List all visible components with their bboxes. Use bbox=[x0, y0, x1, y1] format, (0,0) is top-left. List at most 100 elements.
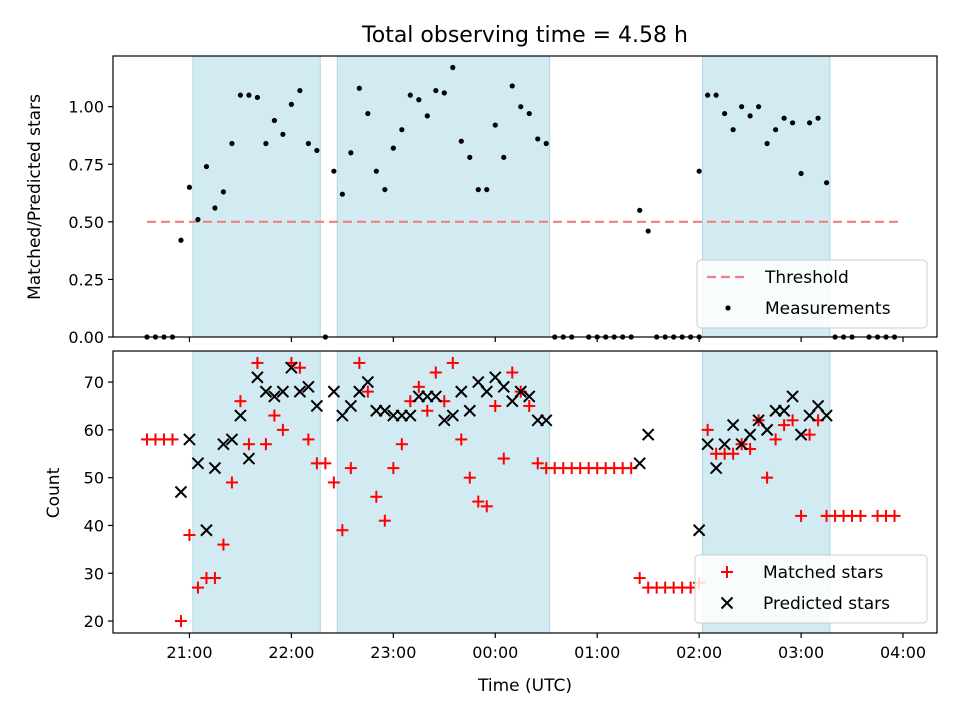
panel-ratio: 0.00 0.25 0.50 0.75 1.00 Matched/Predicted s… bbox=[25, 55, 938, 347]
predicted-star-point bbox=[361, 375, 375, 389]
predicted-star-point bbox=[777, 404, 791, 417]
y-tick-label: 60 bbox=[84, 421, 104, 440]
predicted-star-point bbox=[480, 385, 493, 398]
matched-star-point bbox=[429, 366, 442, 379]
x-b bbox=[540, 414, 553, 427]
x-b bbox=[200, 524, 213, 537]
matched-star-point bbox=[633, 572, 646, 585]
matched-star-point bbox=[412, 380, 425, 393]
x-b bbox=[191, 457, 205, 470]
measurement-point bbox=[399, 127, 405, 133]
x-b bbox=[174, 485, 188, 499]
predicted-star-point bbox=[514, 385, 527, 398]
shaded-interval bbox=[192, 350, 321, 634]
predicted-star-point bbox=[743, 428, 757, 441]
measurement-point bbox=[186, 184, 193, 190]
predicted-star-point bbox=[497, 380, 510, 394]
matched-star-point bbox=[395, 438, 408, 451]
panel-counts: 21:00 22:00 23:00 00:00 01:00 02:00 03:00 04:00… bbox=[44, 350, 938, 696]
measurement-point bbox=[730, 127, 736, 133]
matched-star-point bbox=[259, 438, 272, 451]
y-tick-label: 70 bbox=[84, 373, 104, 392]
measurement-point bbox=[475, 186, 481, 193]
predicted-star-point bbox=[455, 385, 468, 398]
measurement-point bbox=[772, 127, 779, 133]
matched-star-point bbox=[327, 476, 340, 489]
measurement-point bbox=[492, 122, 498, 128]
x-b bbox=[234, 409, 247, 422]
measurement-point bbox=[305, 140, 311, 147]
measurement-point bbox=[467, 154, 473, 160]
x-tick-label: 00:00 bbox=[472, 643, 518, 662]
measurement-point bbox=[288, 101, 294, 107]
measurement-point bbox=[348, 150, 354, 156]
x-tick-label: 02:00 bbox=[676, 643, 722, 662]
measurement-point bbox=[526, 110, 532, 117]
matched-star-point bbox=[421, 404, 434, 417]
measurement-point bbox=[237, 92, 244, 98]
measurement-point bbox=[220, 189, 227, 195]
measurement-point bbox=[373, 168, 379, 174]
matched-star-point bbox=[268, 409, 281, 422]
predicted-star-point bbox=[200, 524, 213, 537]
matched-star-point bbox=[727, 447, 740, 460]
x-b bbox=[472, 375, 485, 389]
predicted-star-point bbox=[285, 361, 298, 374]
measurement-point bbox=[705, 92, 711, 98]
predicted-star-point bbox=[709, 461, 723, 475]
x-b bbox=[293, 385, 307, 398]
predicted-star-point bbox=[208, 461, 222, 475]
predicted-star-point bbox=[726, 418, 740, 432]
measurement-point bbox=[212, 205, 218, 211]
matched-star-point bbox=[276, 423, 289, 436]
y-tick-label: 50 bbox=[84, 469, 104, 488]
x-b bbox=[820, 409, 833, 422]
x-b bbox=[438, 414, 451, 427]
matched-star-point bbox=[370, 490, 383, 503]
measurement-point bbox=[382, 186, 388, 193]
x-b bbox=[760, 423, 774, 437]
measurement-point bbox=[178, 237, 184, 243]
measurement-point bbox=[535, 136, 541, 142]
matched-star-point bbox=[217, 538, 230, 551]
measurement-point bbox=[509, 83, 515, 89]
measurement-point bbox=[518, 104, 524, 110]
predicted-star-point bbox=[720, 596, 734, 610]
measurement-point bbox=[484, 186, 490, 193]
matched-star-point bbox=[803, 428, 816, 441]
legend-matched-label: Matched stars bbox=[763, 563, 883, 583]
x-tick-label: 21:00 bbox=[166, 643, 212, 662]
x-b bbox=[429, 390, 443, 403]
measurement-point bbox=[543, 140, 549, 147]
matched-star-point bbox=[319, 457, 332, 470]
predicted-star-point bbox=[302, 380, 315, 394]
legend-frame bbox=[696, 259, 928, 329]
predicted-star-point bbox=[404, 409, 417, 422]
matched-star-point bbox=[769, 433, 782, 446]
predicted-star-point bbox=[760, 423, 774, 437]
x-b bbox=[361, 375, 375, 389]
x-b bbox=[268, 390, 281, 403]
x-b bbox=[327, 385, 341, 398]
measurement-point bbox=[458, 138, 464, 144]
x-b bbox=[752, 414, 765, 427]
matched-star-point bbox=[336, 524, 349, 537]
predicted-star-point bbox=[293, 385, 307, 398]
x-b bbox=[259, 385, 273, 398]
measurement-point bbox=[696, 168, 702, 174]
x-b bbox=[446, 409, 460, 422]
predicted-star-point bbox=[191, 457, 205, 470]
measurement-point bbox=[407, 92, 413, 98]
measurement-point bbox=[331, 168, 337, 174]
x-tick-label: 23:00 bbox=[370, 643, 416, 662]
predicted-star-point bbox=[786, 390, 799, 403]
shaded-interval bbox=[336, 55, 551, 338]
measurement-point bbox=[229, 140, 235, 147]
bottom-legend: Matched stars Predicted stars bbox=[694, 554, 928, 624]
matched-star-point bbox=[302, 433, 315, 446]
measurement-point bbox=[441, 90, 447, 96]
matched-star-point bbox=[446, 356, 459, 369]
matched-star-point bbox=[344, 462, 357, 475]
star-count-points bbox=[140, 356, 901, 628]
